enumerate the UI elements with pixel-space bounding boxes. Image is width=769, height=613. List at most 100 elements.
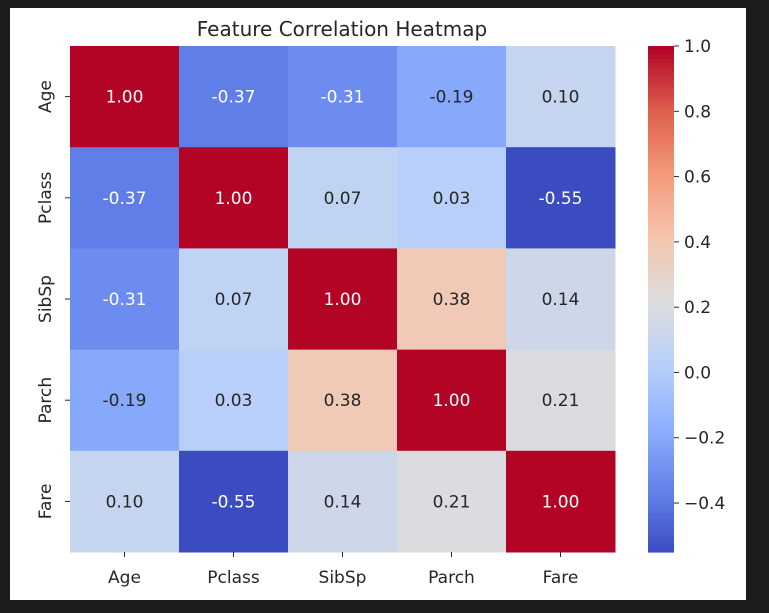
x-tick-label: SibSp [319,568,367,588]
colorbar-segment [648,341,674,346]
colorbar-segment [648,345,674,351]
heatmap-cell [70,349,180,452]
colorbar-segment [648,265,674,271]
cell-annotation: 0.07 [215,290,253,310]
colorbar-segment [648,67,674,72]
colorbar-segment [648,71,674,77]
colorbar-segment [648,269,674,275]
heatmap-cells [70,46,616,553]
colorbar-segment [648,463,674,469]
heatmap-cell [397,450,507,553]
colorbar-segment [648,425,674,431]
cell-annotation: 0.03 [433,189,471,209]
colorbar-segment [648,311,674,317]
cell-annotation: 0.03 [215,391,253,411]
colorbar-segment [648,391,674,397]
colorbar-segment [648,50,674,56]
cell-annotation: -0.31 [103,290,147,310]
colorbar-segment [648,450,674,456]
colorbar-segment [648,471,674,477]
colorbar-tick-label: 1.0 [684,37,711,57]
colorbar-segment [648,505,674,511]
colorbar-tick-label: 0.6 [684,168,711,188]
cell-annotation: 1.00 [324,290,362,310]
colorbar-segment [648,480,674,486]
cell-annotation: 0.38 [433,290,471,310]
colorbar-segment [648,358,674,363]
heatmap-cell [506,46,616,148]
colorbar-segment [648,206,674,212]
colorbar-segment [648,79,674,85]
colorbar-segment [648,142,674,148]
heatmap-cell [179,248,289,351]
colorbar-segment [648,404,674,410]
colorbar-segment [648,151,674,157]
colorbar-tick-label: −0.2 [684,429,725,449]
colorbar-segment [648,105,674,110]
heatmap-cell [179,147,289,249]
colorbar-segment [648,218,674,224]
colorbar-segment [648,134,674,140]
colorbar-segment [648,193,674,199]
colorbar-segment [648,75,674,81]
colorbar-segment [648,92,674,98]
colorbar-segment [648,497,674,502]
colorbar-segment [648,446,674,452]
heatmap-cell [288,248,398,351]
colorbar-segment [648,168,674,174]
y-tick-label: Parch [36,377,56,424]
x-axis: Age Pclass SibSp Parch Fare [108,552,578,588]
colorbar-segment [648,320,674,325]
colorbar-segment [648,362,674,368]
cell-annotation: 0.10 [106,492,144,512]
colorbar-segment [648,484,674,490]
y-tick-label: Fare [36,484,56,520]
colorbar-segment [648,535,674,540]
colorbar-segment [648,185,674,190]
colorbar-segment [648,96,674,102]
cell-annotation: -0.31 [321,88,365,108]
heatmap-cell [506,349,616,452]
heatmap-cell [397,147,507,249]
cell-annotation: 1.00 [542,492,580,512]
colorbar-segment [648,176,674,182]
colorbar-segment [648,307,674,313]
colorbar-segment [648,332,674,338]
colorbar: 1.0 0.8 0.6 0.4 0.2 0.0 −0.2 −0.4 [648,37,725,553]
colorbar-segment [648,400,674,406]
colorbar-segment [648,370,674,376]
cell-annotation: -0.37 [212,88,256,108]
heatmap-cell [288,450,398,553]
x-tick-label: Parch [428,568,475,588]
cell-annotation: 0.07 [324,189,362,209]
cell-annotation: 1.00 [106,88,144,108]
colorbar-segment [648,227,674,233]
colorbar-segment [648,62,674,68]
colorbar-segment [648,299,674,304]
colorbar-segment [648,277,674,283]
cell-annotation: -0.55 [212,492,256,512]
x-tick-label: Age [108,568,141,588]
colorbar-segment [648,349,674,355]
colorbar-segment [648,353,674,359]
colorbar-segment [648,290,674,296]
cell-annotation: 0.14 [542,290,580,310]
y-tick-label: SibSp [36,275,56,323]
colorbar-segment [648,121,674,127]
heatmap-cell [506,248,616,351]
y-axis: Age Pclass SibSp Parch Fare [36,80,70,519]
colorbar-segment [648,442,674,448]
colorbar-segment [648,543,674,549]
colorbar-segment [648,126,674,131]
colorbar-segment [648,522,674,528]
colorbar-segment [648,164,674,169]
heatmap-cell [397,248,507,351]
colorbar-segment [648,501,674,507]
colorbar-segment [648,155,674,161]
colorbar-segment [648,374,674,380]
x-tick-label: Pclass [207,568,260,588]
colorbar-segment [648,256,674,262]
colorbar-segment [648,459,674,465]
colorbar-segment [648,172,674,178]
colorbar-tick-label: 0.4 [684,233,711,253]
